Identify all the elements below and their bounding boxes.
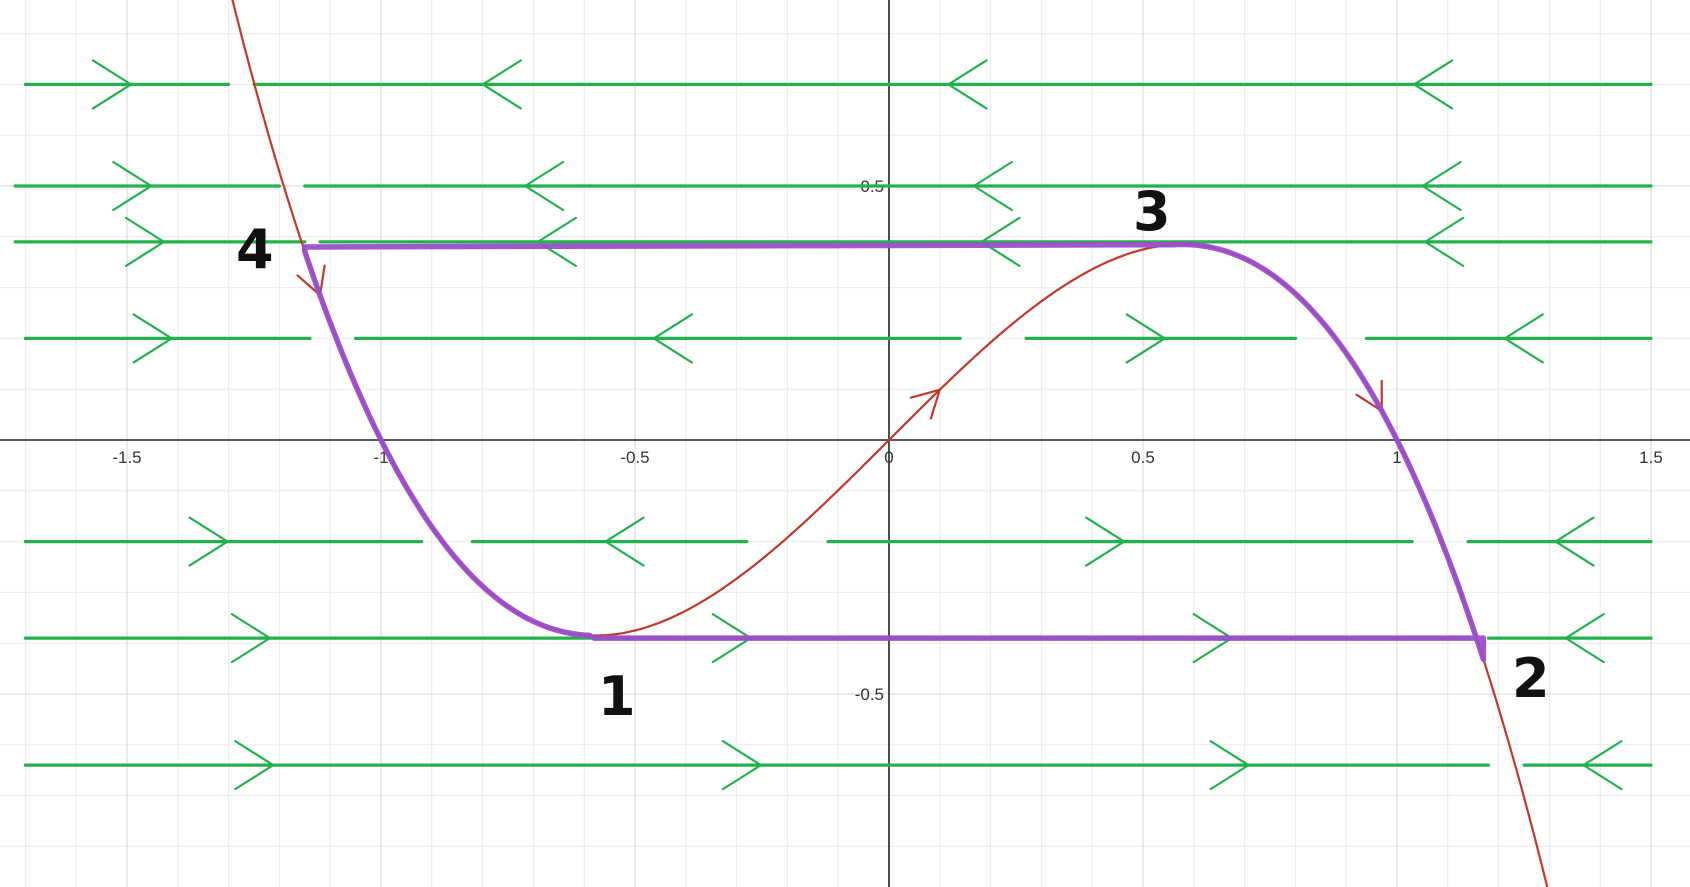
flow-arrow bbox=[124, 216, 166, 267]
flow-arrow bbox=[947, 59, 988, 110]
flow-arrow bbox=[1085, 516, 1126, 567]
flow-arrow bbox=[188, 516, 229, 567]
flow-arrow bbox=[524, 160, 565, 212]
flow-arrow bbox=[481, 59, 522, 110]
flow-arrow bbox=[112, 160, 153, 212]
flow-arrow bbox=[604, 516, 645, 567]
cycle-label-1: 1 bbox=[598, 665, 636, 728]
flow-arrow bbox=[1582, 740, 1623, 791]
flow-arrow bbox=[230, 613, 271, 664]
x-tick-label: 1 bbox=[1392, 448, 1401, 467]
x-tick-label: -1.5 bbox=[112, 448, 141, 467]
limit-cycle bbox=[302, 241, 1487, 663]
flow-arrow bbox=[234, 740, 275, 791]
x-tick-label: 0.5 bbox=[1131, 448, 1155, 467]
flow-arrow bbox=[1503, 313, 1544, 364]
cycle-labels: 1 2 3 4 bbox=[236, 180, 1550, 728]
x-tick-label: -0.5 bbox=[620, 448, 649, 467]
cycle-label-2: 2 bbox=[1512, 647, 1550, 710]
flow-arrow bbox=[721, 740, 763, 791]
cycle-label-3: 3 bbox=[1133, 180, 1171, 243]
y-tick-label: -0.5 bbox=[855, 685, 884, 704]
flow-arrow bbox=[1209, 740, 1250, 791]
flow-arrow bbox=[1424, 216, 1465, 267]
flow-arrow bbox=[536, 216, 577, 267]
flow-arrow bbox=[132, 313, 173, 364]
cycle-label-4: 4 bbox=[236, 218, 274, 281]
flow-arrow bbox=[1125, 313, 1166, 364]
flow-arrow bbox=[1554, 516, 1595, 567]
x-tick-label: 0 bbox=[884, 448, 893, 467]
flow-arrow bbox=[980, 216, 1021, 267]
flow-lines bbox=[13, 59, 1653, 791]
flow-arrow bbox=[652, 313, 693, 364]
flow-arrow bbox=[1413, 59, 1454, 110]
flow-arrow bbox=[1564, 613, 1605, 664]
cycle-path bbox=[302, 241, 1487, 663]
x-tick-label: 1.5 bbox=[1639, 448, 1663, 467]
flow-arrow bbox=[972, 160, 1013, 212]
curve-arrow bbox=[909, 388, 942, 420]
flow-arrow bbox=[91, 59, 133, 110]
flow-arrow bbox=[1421, 160, 1462, 212]
